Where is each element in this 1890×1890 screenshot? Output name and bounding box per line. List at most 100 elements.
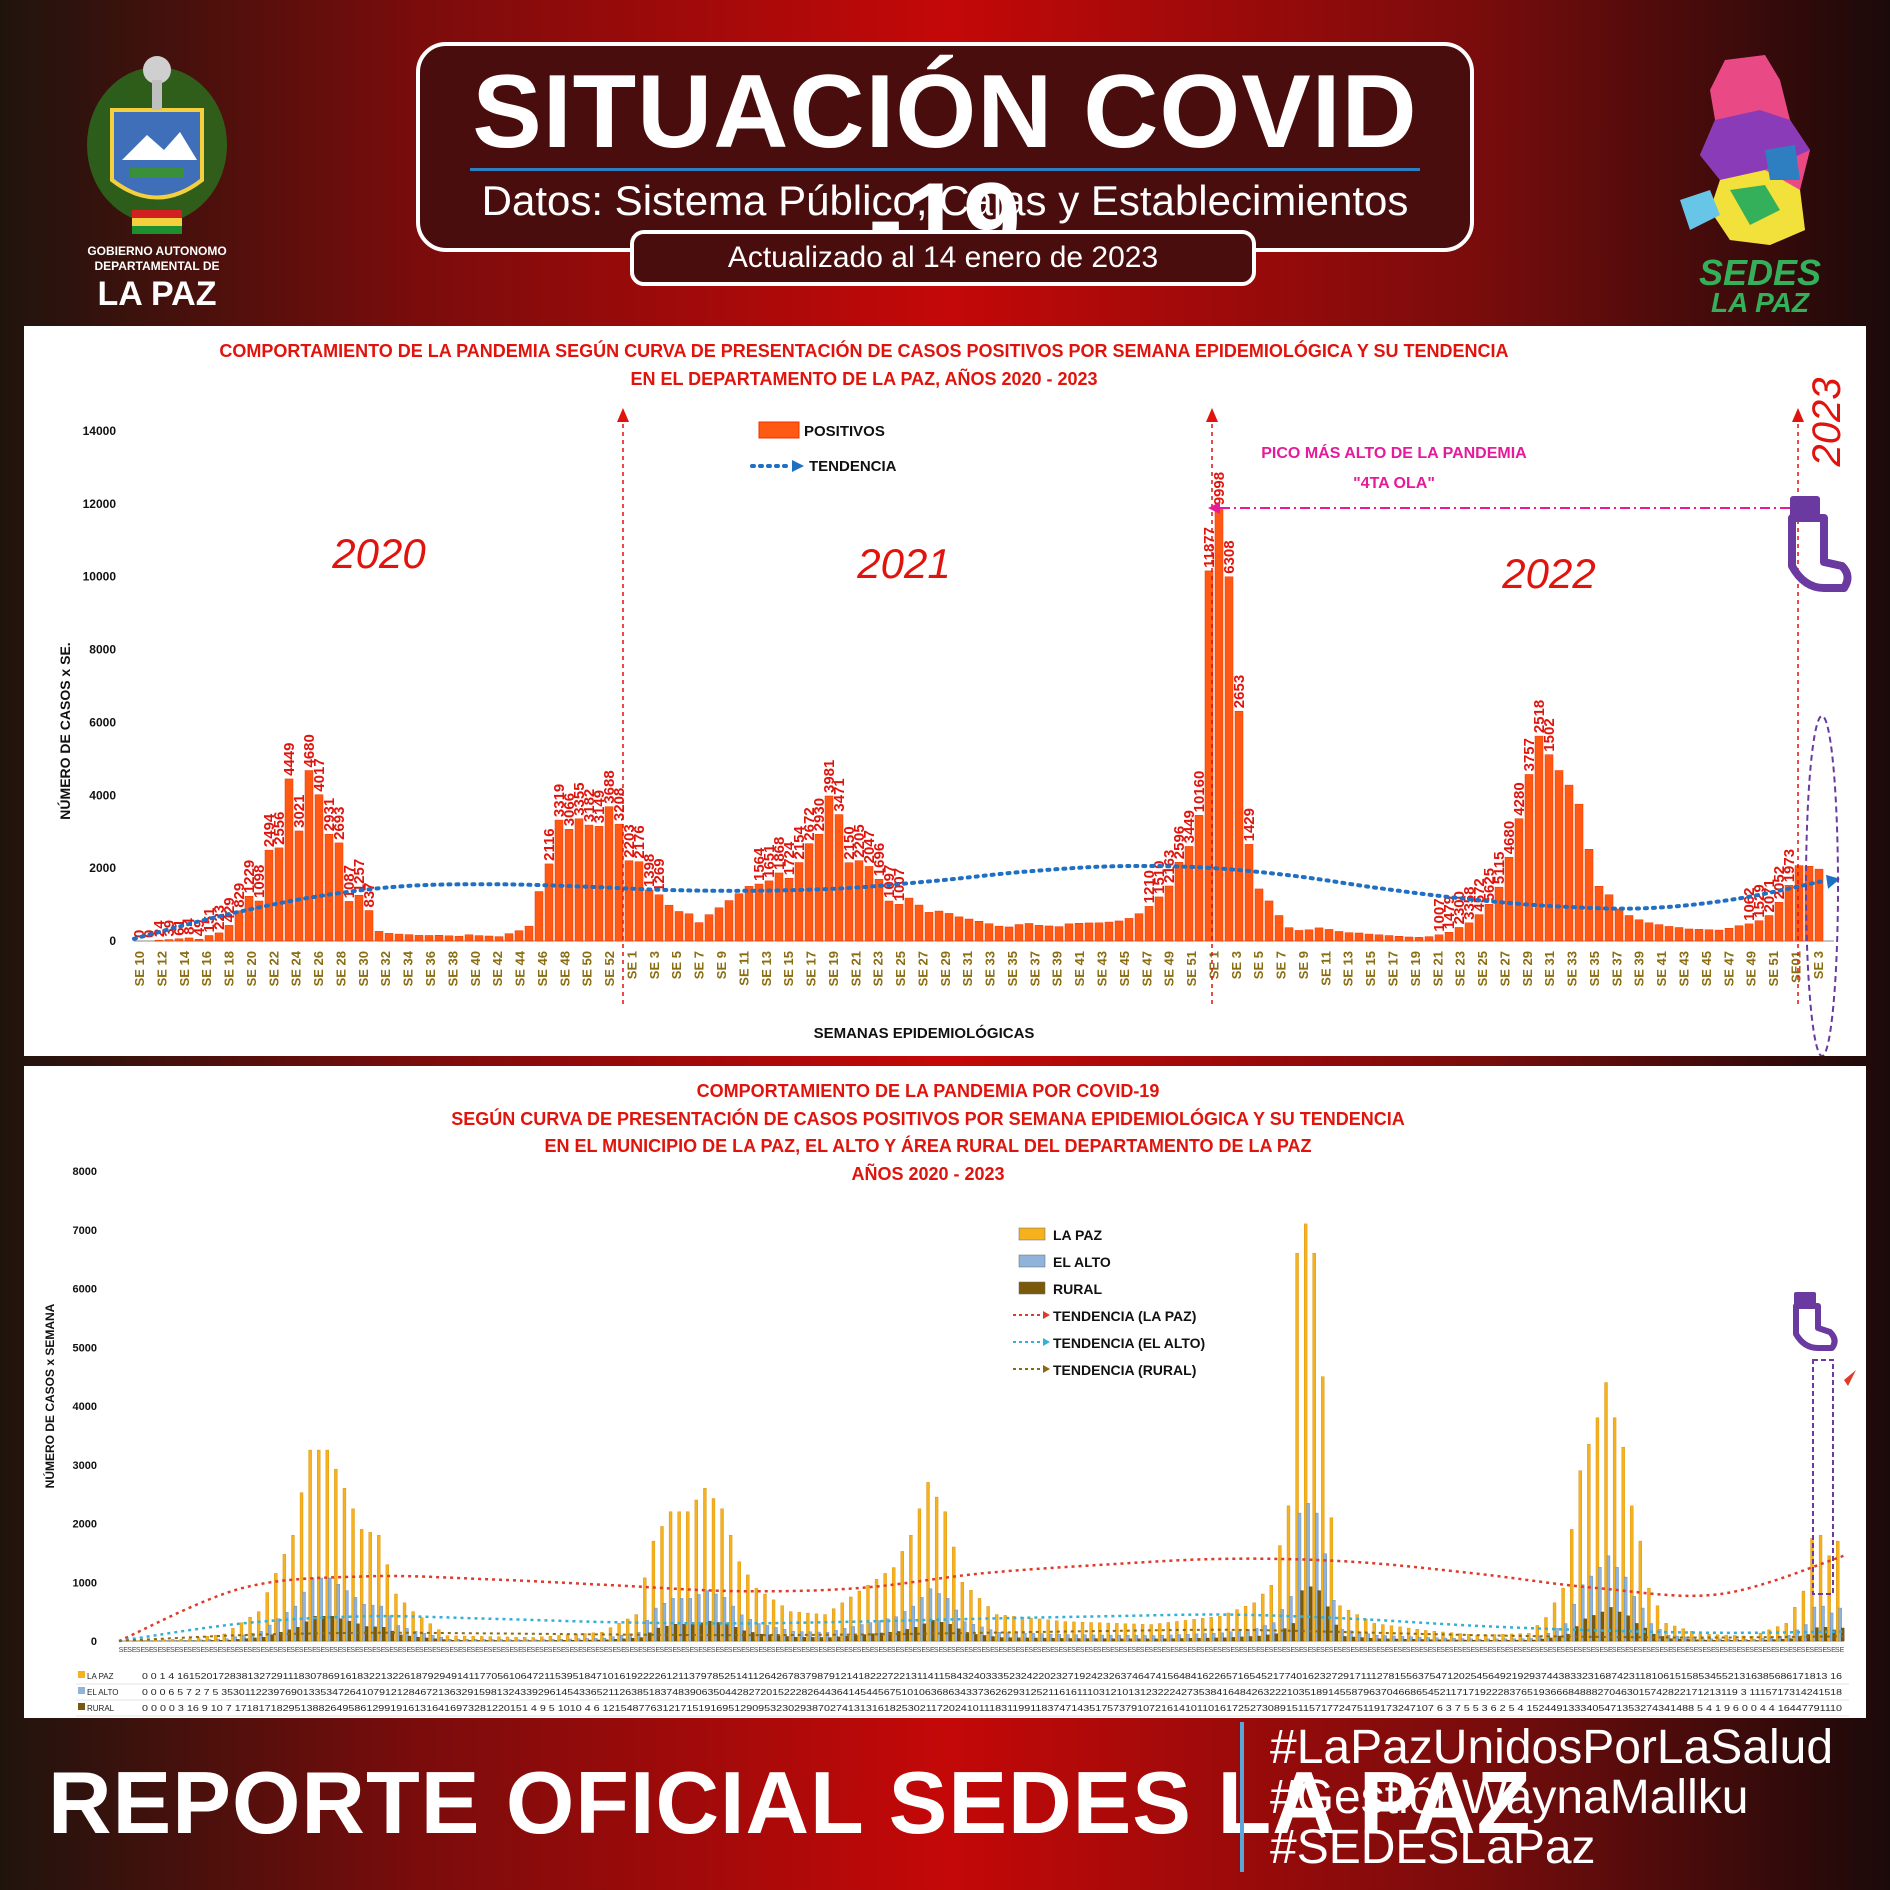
- x-tick-label: SE: [1732, 1647, 1742, 1654]
- bar: [584, 824, 594, 942]
- bar-elalto: [988, 1629, 993, 1642]
- x-tick-label: SE: [891, 1647, 901, 1654]
- x-tick-label: SE: [1466, 1647, 1476, 1654]
- bar-rural: [605, 1639, 609, 1642]
- bar-rural: [819, 1637, 824, 1642]
- bar-rural: [1394, 1638, 1399, 1642]
- bar-rural: [1540, 1638, 1544, 1642]
- bar-rural: [1386, 1638, 1390, 1642]
- x-tick-label: SE: [1346, 1647, 1356, 1654]
- bar-lapaz: [1535, 1625, 1540, 1642]
- x-tick-label: SE: [1818, 1647, 1828, 1654]
- x-tick-label: SE 11: [1318, 951, 1333, 986]
- bar-rural: [1617, 1611, 1622, 1642]
- bar-rural: [1008, 1637, 1012, 1642]
- x-tick-label: SE: [1646, 1647, 1656, 1654]
- data-label: 2653: [1231, 675, 1248, 708]
- bar-lapaz: [1158, 1623, 1162, 1642]
- x-tick-label: SE: [651, 1647, 661, 1654]
- bar-rural: [922, 1623, 927, 1642]
- bar-lapaz: [342, 1488, 347, 1642]
- x-tick-label: SE: [1140, 1647, 1150, 1654]
- bar: [1494, 886, 1504, 942]
- sedes-logo-line-1: SEDES: [1699, 252, 1821, 293]
- bar-lapaz: [359, 1529, 364, 1642]
- bars-2: [128, 1223, 1845, 1642]
- bar-rural: [313, 1615, 317, 1642]
- bar: [1074, 923, 1084, 942]
- bar-rural: [1308, 1586, 1313, 1642]
- bar-elalto: [705, 1590, 710, 1642]
- logo-line-3: LA PAZ: [98, 275, 217, 313]
- trend-line-rural: [118, 1628, 1845, 1642]
- bar-elalto: [903, 1611, 907, 1642]
- bar-elalto: [860, 1624, 864, 1642]
- bar: [1114, 920, 1124, 942]
- x-tick-label: SE: [513, 1647, 523, 1654]
- bar-lapaz: [797, 1612, 801, 1642]
- x-tick-label: SE: [582, 1647, 592, 1654]
- bar-elalto: [877, 1620, 881, 1642]
- legend-label-positivos: POSITIVOS: [804, 423, 885, 440]
- bar-rural: [493, 1640, 497, 1642]
- x-tick-label: SE: [814, 1647, 824, 1654]
- chart2-subtitle-3: AÑOS 2020 - 2023: [851, 1163, 1004, 1184]
- bar: [1004, 926, 1014, 942]
- bar: [1774, 902, 1784, 942]
- bar-rural: [1180, 1638, 1184, 1642]
- x-tick-label: SE: [994, 1647, 1004, 1654]
- bar-lapaz: [900, 1551, 904, 1642]
- bar: [1754, 920, 1764, 942]
- bar-elalto: [1040, 1633, 1044, 1642]
- bar-lapaz: [1818, 1535, 1823, 1642]
- bar-lapaz: [1338, 1605, 1342, 1642]
- bar-rural: [854, 1635, 858, 1642]
- bar-elalto: [1641, 1607, 1645, 1642]
- bar: [1574, 803, 1584, 942]
- bar-lapaz: [480, 1636, 484, 1642]
- bar-elalto: [714, 1593, 718, 1642]
- bar-lapaz: [677, 1511, 681, 1642]
- bar-lapaz: [488, 1636, 493, 1642]
- bar-rural: [442, 1639, 446, 1642]
- bar-lapaz: [1123, 1623, 1128, 1642]
- x-tick-label: SE 49: [1744, 951, 1759, 986]
- bar-rural: [1626, 1615, 1630, 1642]
- x-tick-label: SE: [1809, 1647, 1819, 1654]
- data-label: 1724: [781, 841, 798, 875]
- bar-elalto: [1220, 1632, 1224, 1642]
- bar-rural: [1437, 1639, 1442, 1642]
- x-tick-label: SE: [1672, 1647, 1682, 1654]
- x-tick-label: SE: [522, 1647, 532, 1654]
- bar-rural: [1111, 1638, 1115, 1642]
- bar-lapaz: [351, 1508, 355, 1642]
- bar: [1414, 937, 1424, 942]
- bar-lapaz: [1115, 1623, 1119, 1642]
- bar-rural: [1077, 1638, 1081, 1642]
- x-tick-label: SE: [848, 1647, 858, 1654]
- pointing-hand-icon-2: [1793, 1292, 1838, 1351]
- x-tick-label: SE 27: [915, 951, 930, 986]
- bar-elalto: [576, 1638, 581, 1642]
- bar-rural: [1780, 1638, 1785, 1642]
- x-tick-label: SE: [1114, 1647, 1124, 1654]
- bar-rural: [1266, 1634, 1270, 1642]
- bar-lapaz: [1441, 1631, 1445, 1642]
- y-ticks-2: 0 1000 2000 3000 4000 5000 6000 7000 8000: [73, 1166, 1844, 1648]
- bar-lapaz: [437, 1629, 441, 1642]
- data-label: 1062: [1741, 888, 1758, 921]
- x-tick-label: SE: [1251, 1647, 1261, 1654]
- bar-lapaz: [1750, 1636, 1754, 1642]
- bar-rural: [450, 1640, 455, 1642]
- x-tick-label: SE: [1415, 1647, 1425, 1654]
- y-tick-label: 4000: [89, 788, 116, 802]
- bar: [284, 778, 294, 942]
- pointing-hand-icon: [1788, 496, 1852, 592]
- x-tick-label: SE: [1200, 1647, 1210, 1654]
- x-tick-label: SE 13: [759, 951, 774, 986]
- bar-rural: [785, 1636, 789, 1642]
- y-tick-label: 3000: [73, 1460, 97, 1472]
- bar-rural: [1746, 1640, 1750, 1642]
- x-tick-label: SE: [1518, 1647, 1528, 1654]
- x-tick-label: SE: [719, 1647, 729, 1654]
